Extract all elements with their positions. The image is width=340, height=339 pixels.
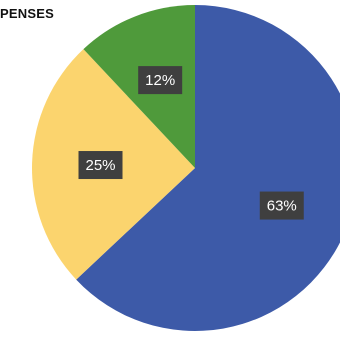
slice-label-text: 63% (267, 198, 297, 215)
slice-label: 63% (260, 192, 304, 220)
pie-slices (32, 5, 340, 331)
slice-label-text: 12% (145, 72, 175, 89)
slice-label-text: 25% (85, 157, 115, 174)
slice-label: 12% (138, 66, 182, 94)
slice-label: 25% (79, 151, 123, 179)
